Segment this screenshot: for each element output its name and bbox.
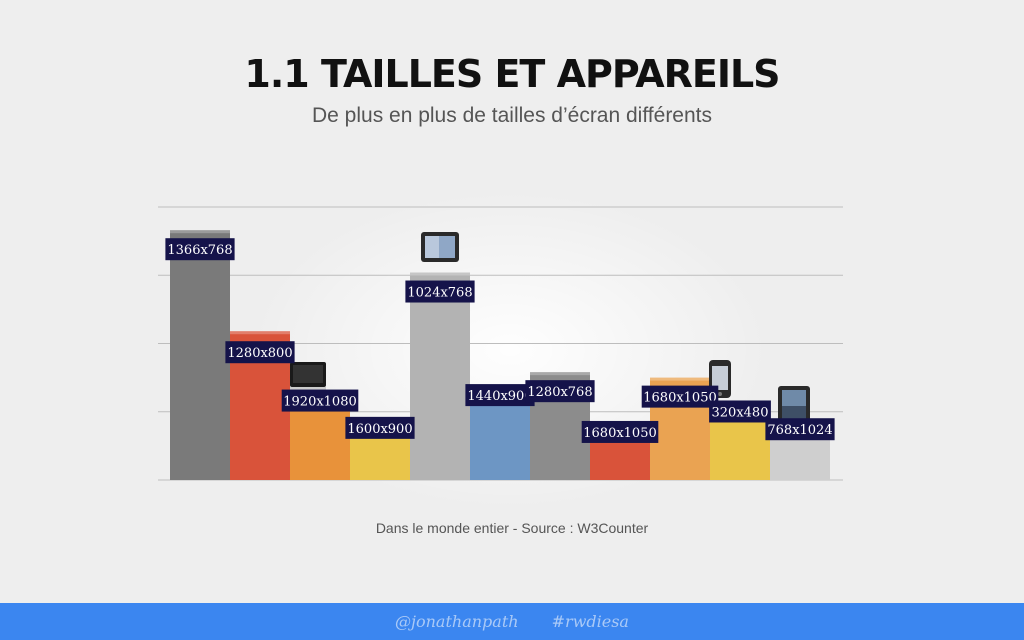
bar <box>710 414 770 480</box>
bar-label: 1366x768 <box>165 238 235 261</box>
bar <box>470 398 530 480</box>
chart-source: Dans le monde entier - Source : W3Counte… <box>375 520 649 536</box>
bar-label-text: 1680x1050 <box>583 426 657 441</box>
tablet-icon <box>778 386 810 424</box>
bar-label: 1024x768 <box>405 280 475 303</box>
bar-label-text: 1024x768 <box>407 286 472 301</box>
bar-label-text: 320x480 <box>712 405 769 420</box>
footer-handle: @jonathanpath <box>395 612 519 631</box>
bar-label: 1600x900 <box>345 416 415 439</box>
bar-label: 320x480 <box>709 400 771 423</box>
bar-label: 1680x1050 <box>581 420 659 443</box>
bar-highlight <box>230 331 290 335</box>
bar-label: 1280x800 <box>225 341 295 364</box>
bar-label-text: 1280x768 <box>527 385 592 400</box>
bar-label: 1680x1050 <box>641 385 719 408</box>
bar-label-text: 1366x768 <box>167 243 232 258</box>
bar-label: 768x1024 <box>765 418 835 441</box>
footer-hashtag: #rwdiesa <box>551 612 629 631</box>
bar-highlight <box>410 272 470 276</box>
bar-chart: 1366x768 1280x800 1920x1080 1600x900 1024x76… <box>158 190 843 510</box>
page-subtitle: De plus en plus de tailles d’écran diffé… <box>311 104 712 127</box>
bar <box>290 403 350 480</box>
bar-label: 1920x1080 <box>281 389 359 412</box>
bar-label-text: 768x1024 <box>767 423 832 438</box>
bar-label-text: 1920x1080 <box>283 395 357 410</box>
bar-label-text: 1280x800 <box>227 346 292 361</box>
bar-highlight <box>170 230 230 234</box>
bar-label: 1280x768 <box>525 380 595 403</box>
bar-highlight <box>530 372 590 376</box>
laptop-icon <box>421 232 459 262</box>
bar-label: 1440x900 <box>465 384 535 407</box>
bar <box>170 230 230 480</box>
page-title: 1.1 TAILLES ET APPAREILS <box>244 52 780 96</box>
bar <box>410 272 470 480</box>
bar-highlight <box>650 377 710 381</box>
bar-label-text: 1440x900 <box>467 389 532 404</box>
bar-label-text: 1680x1050 <box>643 391 717 406</box>
bar <box>350 430 410 480</box>
bar-label-text: 1600x900 <box>347 422 412 437</box>
footer-bar: @jonathanpath #rwdiesa <box>0 603 1024 640</box>
